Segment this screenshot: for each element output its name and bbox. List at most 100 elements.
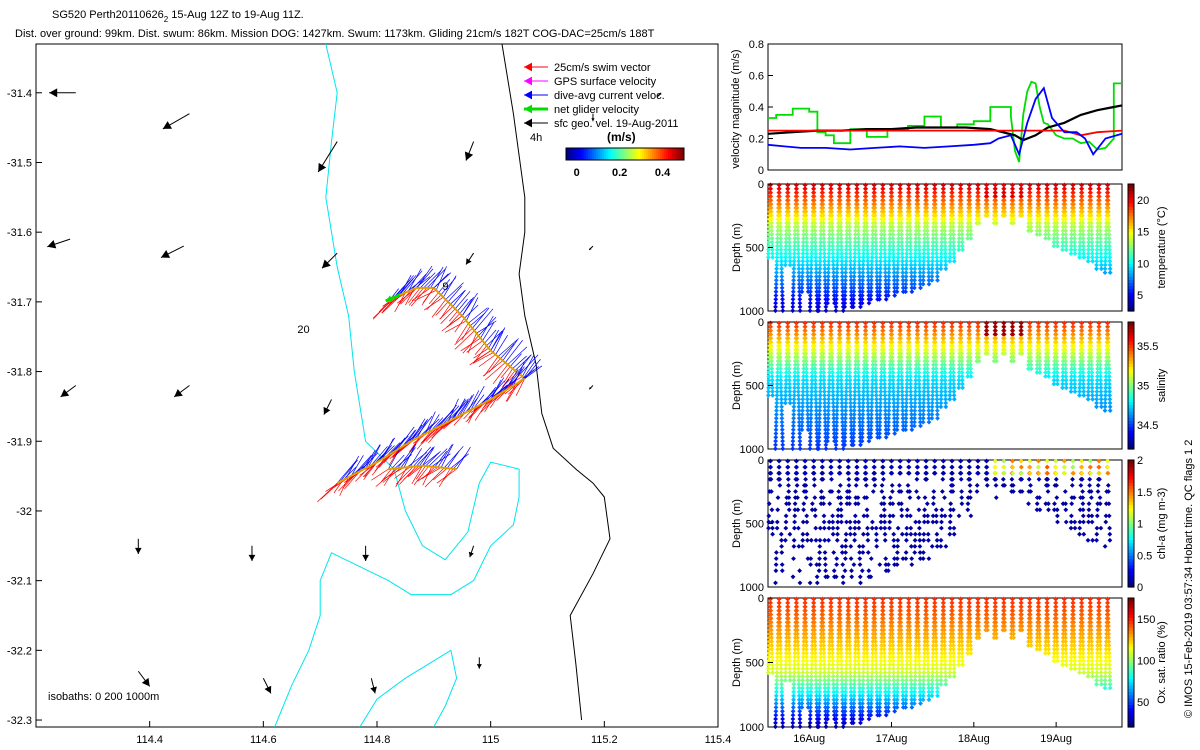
profile-point (792, 224, 798, 230)
profile-point (777, 194, 782, 199)
profile-point (775, 228, 781, 234)
profile-point (825, 289, 831, 295)
profile-point (851, 270, 857, 275)
swim-vector (372, 299, 392, 320)
sfc-geo-vector-20-head (141, 677, 150, 687)
profile-point (857, 270, 862, 275)
profile-point (844, 232, 850, 237)
profile-point (817, 258, 823, 264)
profile-point (791, 281, 796, 287)
profile-point (780, 293, 785, 298)
profile-point (823, 285, 828, 291)
dac-vector (410, 420, 427, 442)
swim-vector (428, 292, 439, 305)
dac-vector (465, 297, 479, 321)
velocity-series-dac (767, 86, 1123, 158)
profile-point (874, 285, 880, 291)
dac-vector (495, 335, 508, 355)
profile-point (839, 274, 845, 279)
profile-point (840, 285, 846, 291)
profile-point (830, 232, 835, 237)
profile-point (865, 251, 870, 256)
profile-point (795, 228, 801, 234)
profile-point (773, 300, 778, 306)
profile-colorbar-tick-label: 10 (1137, 258, 1149, 270)
profile-point (822, 274, 828, 279)
swim-vector (422, 466, 433, 486)
profile-point (790, 308, 796, 314)
profile-point (848, 262, 853, 268)
profile-point (805, 262, 810, 268)
dac-vector (365, 444, 381, 469)
legend-swatch-dac (524, 90, 548, 100)
swim-vector (421, 430, 432, 443)
colorbar-cell (628, 148, 631, 160)
profile-point (827, 228, 832, 234)
dac-vector (371, 446, 388, 466)
profile-point (777, 205, 783, 211)
legend-swatch-gps-head (524, 76, 532, 86)
profile-point (865, 258, 871, 264)
net-glider-velocity-head (385, 295, 393, 302)
profile-point (846, 201, 852, 207)
profile-point (813, 270, 819, 275)
colorbar-cell (594, 148, 597, 160)
profile-point (783, 239, 789, 245)
swim-vector (397, 290, 412, 306)
dac-vector (484, 329, 497, 344)
profile-point (847, 228, 852, 234)
profile-point (802, 190, 808, 195)
profile-point (847, 232, 853, 237)
glider-track-1 (414, 266, 541, 395)
profile-point (787, 258, 793, 264)
profile-point (808, 285, 814, 291)
swim-vector (436, 468, 457, 484)
colorbar-cell (610, 148, 613, 160)
map-y-tick-label: -31.7 (7, 297, 32, 309)
profile-point (865, 274, 871, 279)
profile-point (834, 277, 840, 283)
profile-y-axis-label: Depth (m) (731, 223, 743, 272)
colorbar-cell (602, 148, 605, 160)
profile-point (860, 258, 866, 264)
map-axes-box (35, 43, 719, 728)
profile-point (874, 266, 880, 272)
profile-point (848, 270, 854, 275)
profile-point (794, 213, 800, 218)
sfc-geo-vector-2-head (318, 162, 327, 172)
dac-vector (521, 360, 536, 381)
profile-point (829, 228, 835, 234)
profile-point (843, 270, 849, 275)
colorbar-cell (632, 148, 635, 160)
dac-vector (450, 290, 466, 305)
sfc-geo-vector-18-head (468, 551, 474, 558)
profile-point (838, 216, 844, 222)
profile-point (851, 300, 856, 306)
swim-vector (441, 315, 463, 332)
legend-label-gps: GPS surface velocity (554, 76, 657, 88)
profile-point (814, 277, 819, 283)
profile-point (823, 304, 829, 310)
swim-vector (371, 468, 389, 481)
map-y-tick-label: -31.6 (7, 227, 32, 239)
colorbar-label: (m/s) (607, 130, 636, 144)
dac-vector (524, 365, 543, 379)
profile-point (805, 270, 810, 275)
dac-vector (422, 448, 434, 466)
profile-point (803, 197, 808, 203)
profile-point (830, 262, 836, 268)
profile-point (838, 232, 844, 237)
profile-point (795, 220, 800, 226)
profile-point (813, 255, 819, 260)
profile-point (826, 239, 832, 245)
profile-point (878, 239, 884, 245)
profile-point (834, 266, 840, 272)
profile-point (773, 293, 779, 298)
profile-point (868, 289, 874, 295)
profile-point (870, 232, 876, 237)
legend-label-net: net glider velocity (554, 104, 639, 116)
profile-point (812, 213, 817, 218)
profile-point (883, 277, 889, 283)
